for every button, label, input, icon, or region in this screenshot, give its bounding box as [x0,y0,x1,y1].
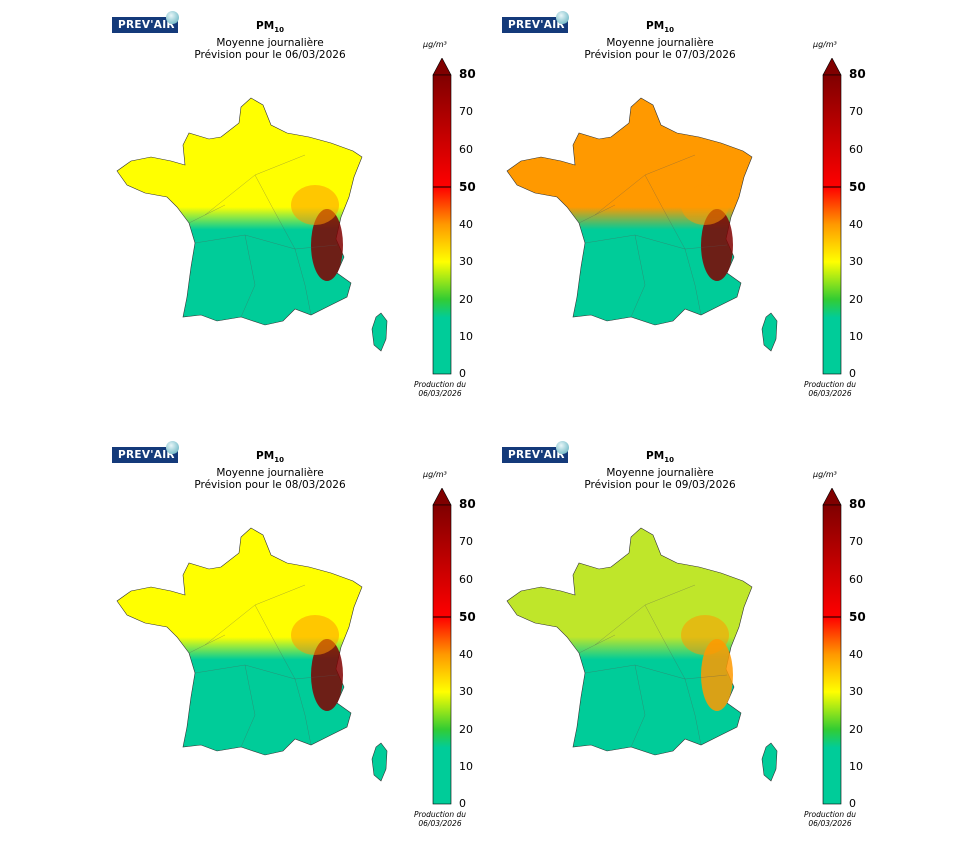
colorbar-tick: 10 [849,330,863,343]
colorbar-tick: 80 [849,67,866,81]
production-date: Production du 06/03/2026 [413,380,467,398]
colorbar-tick: 10 [459,330,473,343]
map-title: PM10 Moyenne journalière Prévision pour … [185,450,355,492]
prevair-logo: PREV'AIR [112,17,178,33]
forecast-date: Prévision pour le 07/03/2026 [584,49,736,62]
colorbar-tick: 40 [849,218,863,231]
france-map [116,97,388,352]
pollutant-title: PM10 [646,450,674,465]
colorbar-tick: 20 [849,723,863,736]
pollutant-title: PM10 [646,20,674,35]
prevair-drop-icon [166,11,179,24]
forecast-date: Prévision pour le 08/03/2026 [194,479,346,492]
forecast-panel: PREV'AIR PM10 Moyenne journalière Prévis… [0,430,480,850]
colorbar-tick: 60 [459,143,473,156]
colorbar [822,488,842,805]
prevair-drop-icon [556,441,569,454]
colorbar-tick: 40 [849,648,863,661]
colorbar-tick: 30 [459,685,473,698]
colorbar-tick: 0 [849,797,856,810]
forecast-panel: PREV'AIR PM10 Moyenne journalière Prévis… [0,0,480,420]
france-map [116,527,388,782]
colorbar-tick: 0 [459,367,466,380]
production-date: Production du 06/03/2026 [803,810,857,828]
colorbar-tick: 70 [849,535,863,548]
subtitle: Moyenne journalière [216,36,324,49]
colorbar-tick: 70 [459,535,473,548]
forecast-date: Prévision pour le 09/03/2026 [584,479,736,492]
colorbar-tick: 30 [849,255,863,268]
colorbar-tick: 0 [849,367,856,380]
colorbar-tick: 50 [849,180,866,194]
colorbar-tick: 80 [459,67,476,81]
production-date: Production du 06/03/2026 [803,380,857,398]
colorbar-tick: 50 [459,180,476,194]
colorbar [432,58,452,375]
map-title: PM10 Moyenne journalière Prévision pour … [575,450,745,492]
prevair-logo: PREV'AIR [502,447,568,463]
subtitle: Moyenne journalière [606,466,714,479]
colorbar-tick: 30 [459,255,473,268]
production-date: Production du 06/03/2026 [413,810,467,828]
prevair-drop-icon [556,11,569,24]
colorbar-tick: 20 [459,723,473,736]
prevair-drop-icon [166,441,179,454]
colorbar-tick: 60 [849,573,863,586]
unit-label: µg/m³ [423,470,447,479]
subtitle: Moyenne journalière [216,466,324,479]
prevair-logo: PREV'AIR [112,447,178,463]
colorbar-tick: 50 [459,610,476,624]
colorbar-tick: 50 [849,610,866,624]
colorbar-tick: 20 [459,293,473,306]
pollutant-title: PM10 [256,20,284,35]
subtitle: Moyenne journalière [606,36,714,49]
colorbar-tick: 80 [459,497,476,511]
map-title: PM10 Moyenne journalière Prévision pour … [575,20,745,62]
france-map [506,97,778,352]
colorbar-tick: 10 [849,760,863,773]
unit-label: µg/m³ [813,470,837,479]
colorbar-tick: 30 [849,685,863,698]
unit-label: µg/m³ [813,40,837,49]
forecast-panel: PREV'AIR PM10 Moyenne journalière Prévis… [390,430,870,850]
forecast-date: Prévision pour le 06/03/2026 [194,49,346,62]
colorbar-tick: 40 [459,218,473,231]
colorbar-tick: 0 [459,797,466,810]
map-title: PM10 Moyenne journalière Prévision pour … [185,20,355,62]
prevair-logo: PREV'AIR [502,17,568,33]
colorbar-tick: 60 [459,573,473,586]
pollutant-title: PM10 [256,450,284,465]
colorbar-tick: 20 [849,293,863,306]
forecast-panel: PREV'AIR PM10 Moyenne journalière Prévis… [390,0,870,420]
colorbar-tick: 70 [849,105,863,118]
colorbar-tick: 70 [459,105,473,118]
colorbar-tick: 80 [849,497,866,511]
france-map [506,527,778,782]
unit-label: µg/m³ [423,40,447,49]
colorbar [822,58,842,375]
colorbar-tick: 40 [459,648,473,661]
colorbar-tick: 10 [459,760,473,773]
colorbar-tick: 60 [849,143,863,156]
colorbar [432,488,452,805]
